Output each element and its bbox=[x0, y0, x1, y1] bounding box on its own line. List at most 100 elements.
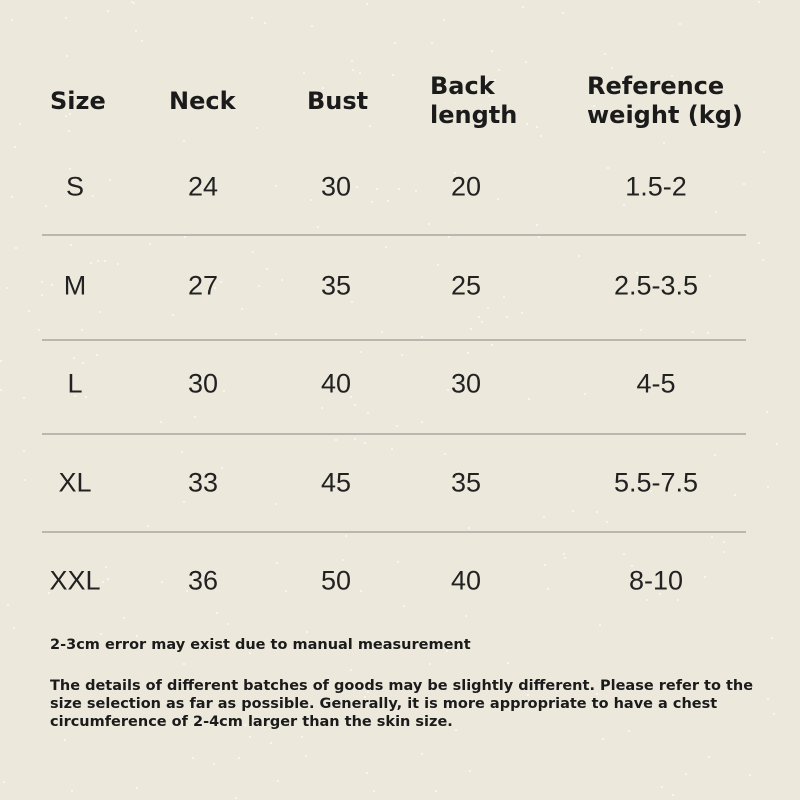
speck bbox=[469, 769, 472, 772]
speck bbox=[89, 261, 92, 264]
speck bbox=[742, 182, 745, 185]
speck bbox=[353, 438, 356, 441]
speck bbox=[442, 19, 445, 22]
table-cell: 40 bbox=[320, 368, 352, 399]
speck bbox=[403, 605, 406, 608]
speck bbox=[185, 590, 188, 593]
speck bbox=[321, 87, 324, 90]
speck bbox=[62, 701, 65, 704]
speck bbox=[564, 556, 567, 559]
speck bbox=[68, 167, 71, 170]
speck bbox=[604, 53, 607, 56]
speck bbox=[475, 114, 478, 117]
speck bbox=[51, 283, 54, 286]
speck bbox=[543, 516, 546, 519]
speck bbox=[182, 139, 185, 142]
note: The details of different batches of good… bbox=[50, 678, 754, 730]
speck bbox=[365, 771, 368, 774]
table-cell: 25 bbox=[450, 270, 482, 301]
speck bbox=[133, 2, 136, 5]
speck bbox=[23, 479, 26, 482]
speck bbox=[497, 68, 500, 71]
speck bbox=[506, 661, 509, 664]
speck bbox=[706, 331, 709, 334]
speck bbox=[578, 255, 581, 258]
speck bbox=[671, 74, 674, 77]
table-cell: 35 bbox=[320, 270, 352, 301]
speck bbox=[71, 790, 74, 793]
speck bbox=[454, 171, 457, 174]
table-cell: 20 bbox=[450, 171, 482, 202]
speck bbox=[606, 166, 609, 169]
speck bbox=[306, 631, 308, 634]
speck bbox=[428, 222, 431, 225]
speck bbox=[762, 150, 765, 153]
table-cell: 2.5-3.5 bbox=[613, 270, 699, 301]
speck bbox=[280, 279, 283, 282]
speck bbox=[707, 756, 710, 759]
speck bbox=[661, 785, 664, 788]
speck bbox=[430, 723, 433, 726]
speck bbox=[220, 467, 223, 470]
speck bbox=[381, 330, 384, 333]
speck bbox=[457, 471, 460, 474]
speck bbox=[468, 374, 471, 377]
table-cell: 8-10 bbox=[628, 565, 684, 596]
speck bbox=[193, 416, 196, 419]
speck bbox=[215, 611, 218, 614]
speck bbox=[180, 451, 183, 454]
speck bbox=[191, 757, 194, 760]
speck bbox=[375, 188, 378, 191]
speck bbox=[352, 68, 355, 71]
table-cell: 30 bbox=[187, 368, 219, 399]
speck bbox=[226, 623, 229, 626]
speck bbox=[28, 310, 31, 313]
speck bbox=[490, 344, 493, 347]
speck bbox=[183, 662, 186, 665]
speck bbox=[684, 772, 687, 775]
speck bbox=[6, 603, 9, 606]
speck bbox=[106, 10, 109, 13]
speck bbox=[749, 773, 752, 776]
speck bbox=[359, 350, 362, 353]
speck bbox=[117, 262, 120, 265]
speck bbox=[334, 439, 337, 442]
speck bbox=[92, 194, 95, 197]
speck bbox=[13, 627, 16, 630]
speck bbox=[135, 635, 138, 638]
speck bbox=[540, 134, 543, 137]
speck bbox=[140, 39, 143, 42]
table-cell: M bbox=[63, 270, 87, 301]
column-header: Back length bbox=[430, 72, 518, 129]
table-cell: L bbox=[67, 368, 83, 399]
speck bbox=[70, 243, 73, 246]
speck bbox=[342, 559, 345, 562]
speck bbox=[708, 274, 711, 277]
speck bbox=[662, 142, 665, 145]
column-header: Neck bbox=[169, 87, 236, 115]
speck bbox=[758, 1, 761, 4]
speck bbox=[487, 95, 490, 98]
speck bbox=[269, 742, 272, 745]
speck bbox=[536, 224, 539, 227]
speck bbox=[243, 724, 246, 727]
speck bbox=[640, 328, 643, 331]
speck bbox=[722, 551, 725, 554]
speck bbox=[359, 689, 362, 692]
speck bbox=[10, 195, 13, 198]
speck bbox=[23, 449, 26, 452]
speck bbox=[19, 123, 22, 126]
speck bbox=[275, 184, 278, 187]
speck bbox=[5, 287, 8, 290]
speck bbox=[491, 50, 494, 53]
speck bbox=[96, 354, 99, 357]
table-cell: 30 bbox=[320, 171, 352, 202]
speck bbox=[715, 211, 718, 214]
speck bbox=[454, 729, 457, 732]
row-divider bbox=[42, 433, 746, 435]
speck bbox=[630, 109, 633, 112]
speck bbox=[2, 780, 5, 783]
speck bbox=[710, 536, 713, 539]
speck bbox=[659, 593, 662, 596]
